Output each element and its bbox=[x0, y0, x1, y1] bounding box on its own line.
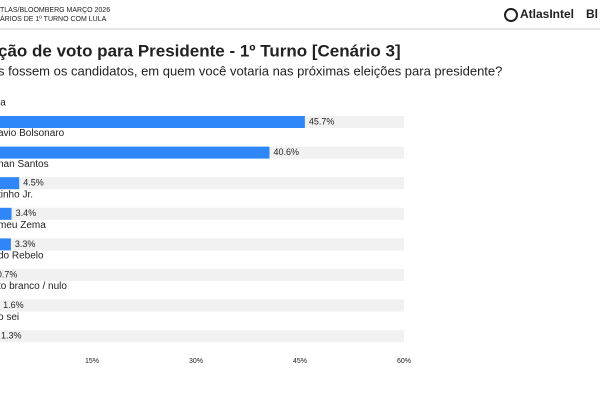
value-label: 4.5% bbox=[23, 178, 44, 188]
value-label: 1.3% bbox=[1, 331, 22, 341]
x-tick-label: 60% bbox=[397, 358, 411, 365]
value-label: 45.7% bbox=[309, 116, 335, 126]
bar-track bbox=[0, 238, 404, 251]
bar-track bbox=[0, 299, 404, 312]
value-label: 3.4% bbox=[16, 208, 37, 218]
bar-track bbox=[0, 330, 404, 343]
bar bbox=[0, 146, 270, 159]
bar bbox=[0, 116, 305, 128]
brand: AtlasIntel bbox=[520, 7, 574, 21]
category-label: to branco / nulo bbox=[0, 281, 67, 292]
category-label: do Rebelo bbox=[0, 251, 44, 262]
x-tick-label: 45% bbox=[293, 358, 307, 365]
bar-track bbox=[0, 269, 404, 281]
category-label: nan Santos bbox=[0, 159, 49, 170]
bar-track bbox=[0, 207, 404, 220]
bar bbox=[0, 177, 20, 190]
category-label: tinho Jr. bbox=[0, 189, 33, 200]
category-label: la bbox=[0, 98, 6, 109]
source-line: TLAS/BLOOMBERG MARÇO 2026 bbox=[0, 7, 110, 14]
value-label: 40.6% bbox=[273, 147, 299, 157]
value-label: 3.3% bbox=[15, 239, 36, 249]
category-label: meu Zema bbox=[0, 220, 46, 231]
x-tick-label: 30% bbox=[189, 358, 203, 365]
value-label: 1.6% bbox=[3, 300, 24, 310]
bar bbox=[0, 238, 11, 251]
chart-title: ção de voto para Presidente - 1º Turno [… bbox=[0, 41, 401, 60]
x-tick-label: 15% bbox=[85, 358, 99, 365]
source-line: ÁRIOS DE 1º TURNO COM LULA bbox=[0, 14, 107, 23]
category-label: o sei bbox=[0, 312, 19, 323]
chart-subtitle: s fossem os candidatos, em quem você vot… bbox=[0, 63, 502, 78]
bar-track bbox=[0, 177, 404, 190]
bar bbox=[0, 207, 12, 220]
logo-icon bbox=[504, 8, 518, 22]
value-label: 0.7% bbox=[0, 269, 17, 279]
category-label: avio Bolsonaro bbox=[0, 128, 65, 139]
brand: Bl bbox=[586, 7, 598, 21]
